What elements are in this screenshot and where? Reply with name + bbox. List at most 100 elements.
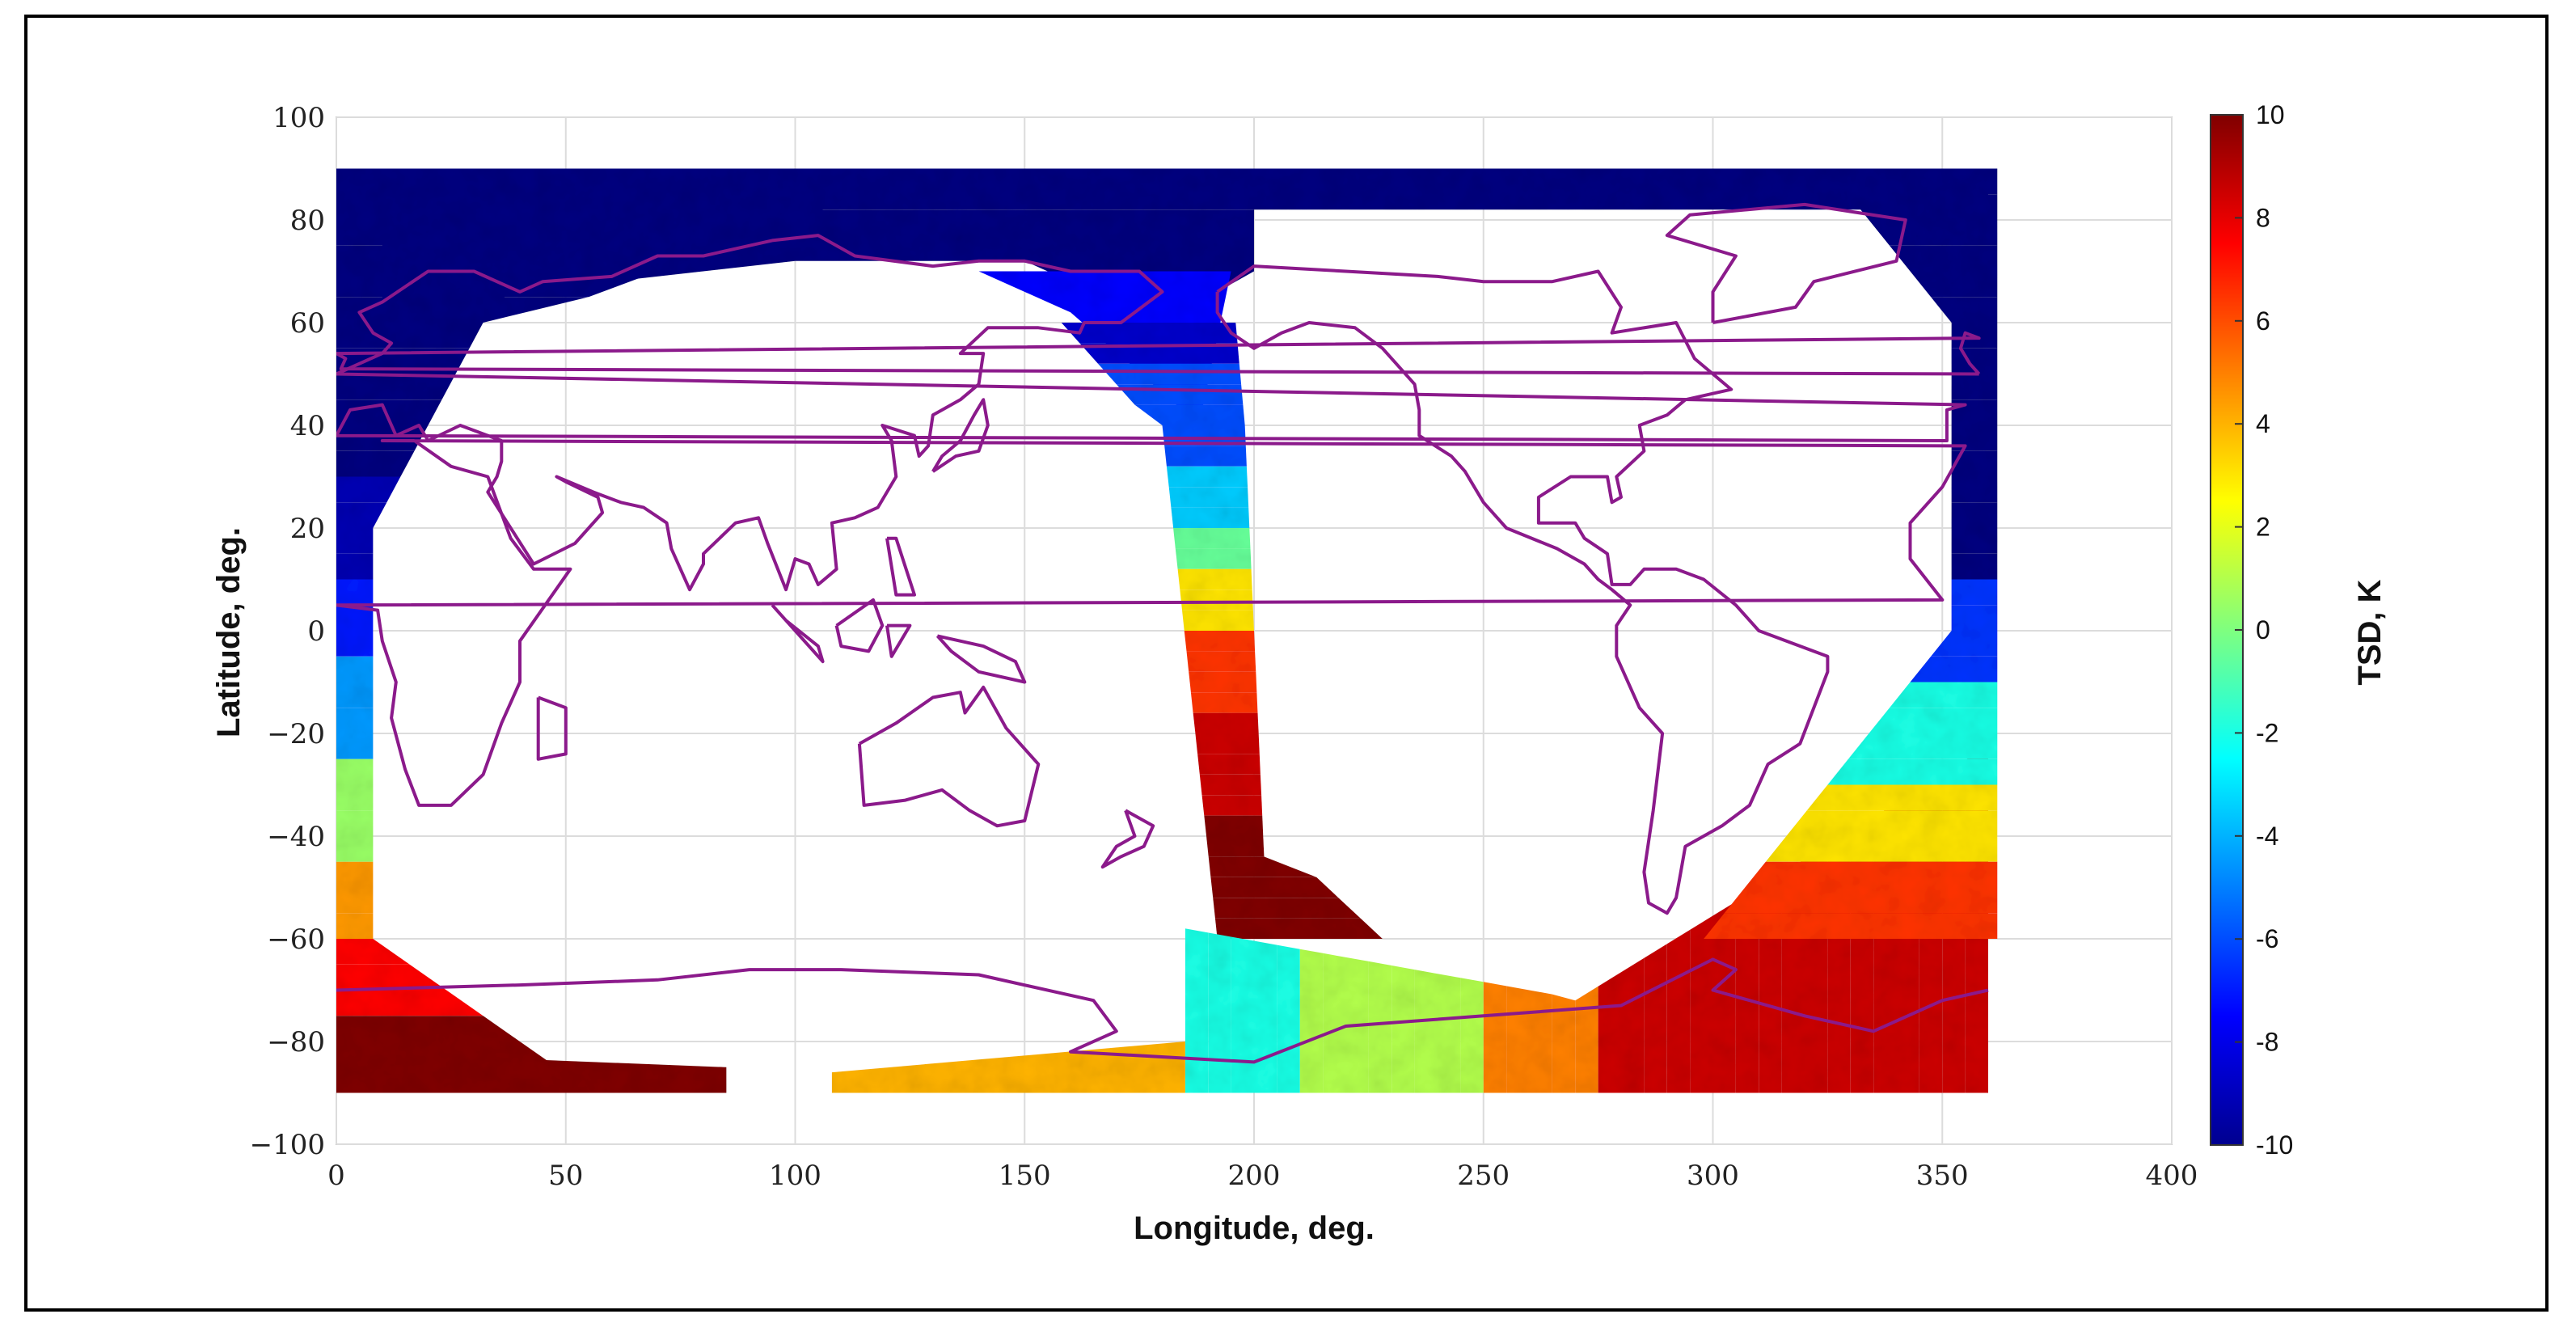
- swath-south: [1690, 915, 1713, 1093]
- swath-centre: [1061, 323, 1238, 344]
- swath-left-strip: [336, 399, 442, 425]
- coastline-path: [336, 957, 1989, 1064]
- swath-centre: [1184, 631, 1256, 652]
- swath-left-strip: [336, 374, 456, 400]
- swath-south: [1254, 940, 1277, 1093]
- swath-centre: [1201, 795, 1263, 816]
- colorbar-tick-label: 10: [2256, 100, 2285, 129]
- swath-centre: [1190, 692, 1258, 713]
- swath-south: [1391, 966, 1415, 1093]
- coastlines: [336, 202, 1989, 1064]
- data-swath: [336, 168, 1998, 1093]
- y-tick-label: −60: [267, 923, 325, 956]
- swath-right-strip: [1951, 605, 1998, 631]
- colorbar-tick-label: -10: [2256, 1130, 2293, 1160]
- coastline-path: [336, 331, 1981, 376]
- colorbar-tick-label: 0: [2256, 615, 2270, 644]
- swath-centre: [1166, 466, 1248, 488]
- colorbar-tick-label: -6: [2256, 924, 2278, 953]
- coastline-path: [935, 634, 1027, 684]
- swath-centre: [1204, 815, 1264, 836]
- y-axis-title: Latitude, deg.: [211, 527, 247, 737]
- swath-centre: [1175, 548, 1252, 569]
- swath-south: [1644, 944, 1667, 1093]
- swath-left-strip: [336, 990, 484, 1016]
- chart-svg: 0 50 100 150 200 250 300 350 400 −100−80−60−40−2…: [211, 100, 2388, 1246]
- coastline-path: [885, 536, 916, 597]
- x-tick-label: 150: [999, 1160, 1051, 1192]
- swath-centre: [1182, 610, 1254, 631]
- swath-south: [1483, 982, 1507, 1093]
- swath-south: [1208, 932, 1231, 1093]
- swath-left-strip: [336, 836, 374, 862]
- swath-centre: [1189, 671, 1257, 693]
- swath-right-strip: [1848, 733, 1998, 759]
- colorbar-tick-label: -2: [2256, 718, 2278, 747]
- swath-right-strip: [1869, 220, 1998, 246]
- colorbar-tick-label: 4: [2256, 409, 2270, 438]
- coastline-path: [336, 439, 1967, 807]
- swath-south: [1666, 929, 1691, 1093]
- swath-centre: [1134, 404, 1245, 425]
- swath-left-strip: [336, 425, 429, 451]
- swath-left-strip: [336, 168, 933, 195]
- swath-right-strip: [1910, 271, 1998, 298]
- swath-south: [1529, 990, 1552, 1093]
- swath-right-strip: [1910, 656, 1998, 682]
- x-tick-labels: 0 50 100 150 200 250 300 350 400: [327, 1160, 2198, 1192]
- colorbar-tick-label: 8: [2256, 203, 2270, 232]
- swath-south: [1438, 974, 1461, 1093]
- swath-left-strip: [336, 553, 374, 580]
- swath-south: [1460, 978, 1484, 1093]
- swath-centre: [1180, 589, 1253, 611]
- x-tick-label: 100: [769, 1160, 821, 1192]
- y-tick-label: −40: [267, 821, 325, 853]
- swath-south: [1277, 944, 1300, 1093]
- y-tick-labels: −100 −80 −60 −40 −20 0 20 40 60 80 100: [250, 102, 325, 1161]
- coastline-path: [857, 685, 1041, 828]
- swath-centre: [1162, 425, 1246, 446]
- swath-south-left: [336, 1051, 727, 1093]
- colorbar-title: TSD, K: [2352, 579, 2388, 685]
- swath-right-strip: [1890, 245, 1998, 272]
- y-tick-label: −20: [267, 718, 325, 750]
- swath-centre: [1199, 774, 1262, 796]
- swath-centre: [1079, 343, 1239, 364]
- swath-south: [1231, 936, 1254, 1093]
- swath-left-strip: [336, 476, 401, 503]
- colorbar-tick-label: -8: [2256, 1028, 2278, 1057]
- swath-left-strip: [336, 323, 484, 349]
- swath-left-strip: [336, 631, 374, 657]
- swath-centre: [1213, 898, 1361, 919]
- coastline-path: [1665, 202, 1907, 324]
- swath-right-strip: [1951, 528, 1998, 554]
- figure-frame: 0 50 100 150 200 250 300 350 400 −100 −80 −60 −40 −2…: [24, 15, 2549, 1312]
- swath-left-strip: [336, 502, 387, 528]
- swath-left-strip: [336, 758, 374, 785]
- swath-centre: [1177, 568, 1252, 590]
- swath-left-strip: [336, 708, 374, 733]
- y-tick-label: −80: [267, 1026, 325, 1058]
- x-tick-label: 200: [1228, 1160, 1281, 1192]
- swath-south: [1552, 994, 1576, 1093]
- swath-right-strip: [1786, 810, 1998, 836]
- swath-centre: [1210, 877, 1339, 898]
- coastline-path: [336, 234, 1967, 592]
- swath-centre: [1197, 754, 1261, 775]
- x-tick-label: 50: [548, 1160, 583, 1192]
- swath-centre: [1208, 856, 1317, 877]
- swath-left-strip: [336, 528, 374, 554]
- swath-right-strip: [1765, 836, 1998, 862]
- colorbar-tick-label: 2: [2256, 513, 2270, 542]
- swath-south: [1598, 972, 1621, 1093]
- swath-centre: [1214, 918, 1383, 939]
- swath-right-strip: [1951, 502, 1998, 528]
- swath-left-strip: [336, 784, 374, 811]
- swath-left-strip: [336, 579, 374, 606]
- swath-left-strip: [336, 605, 374, 631]
- swath-south: [1621, 957, 1645, 1093]
- swath-right-strip: [1951, 579, 1998, 606]
- coastline-path: [931, 398, 990, 473]
- swath-centre: [1164, 446, 1247, 467]
- swath-south: [1414, 970, 1438, 1093]
